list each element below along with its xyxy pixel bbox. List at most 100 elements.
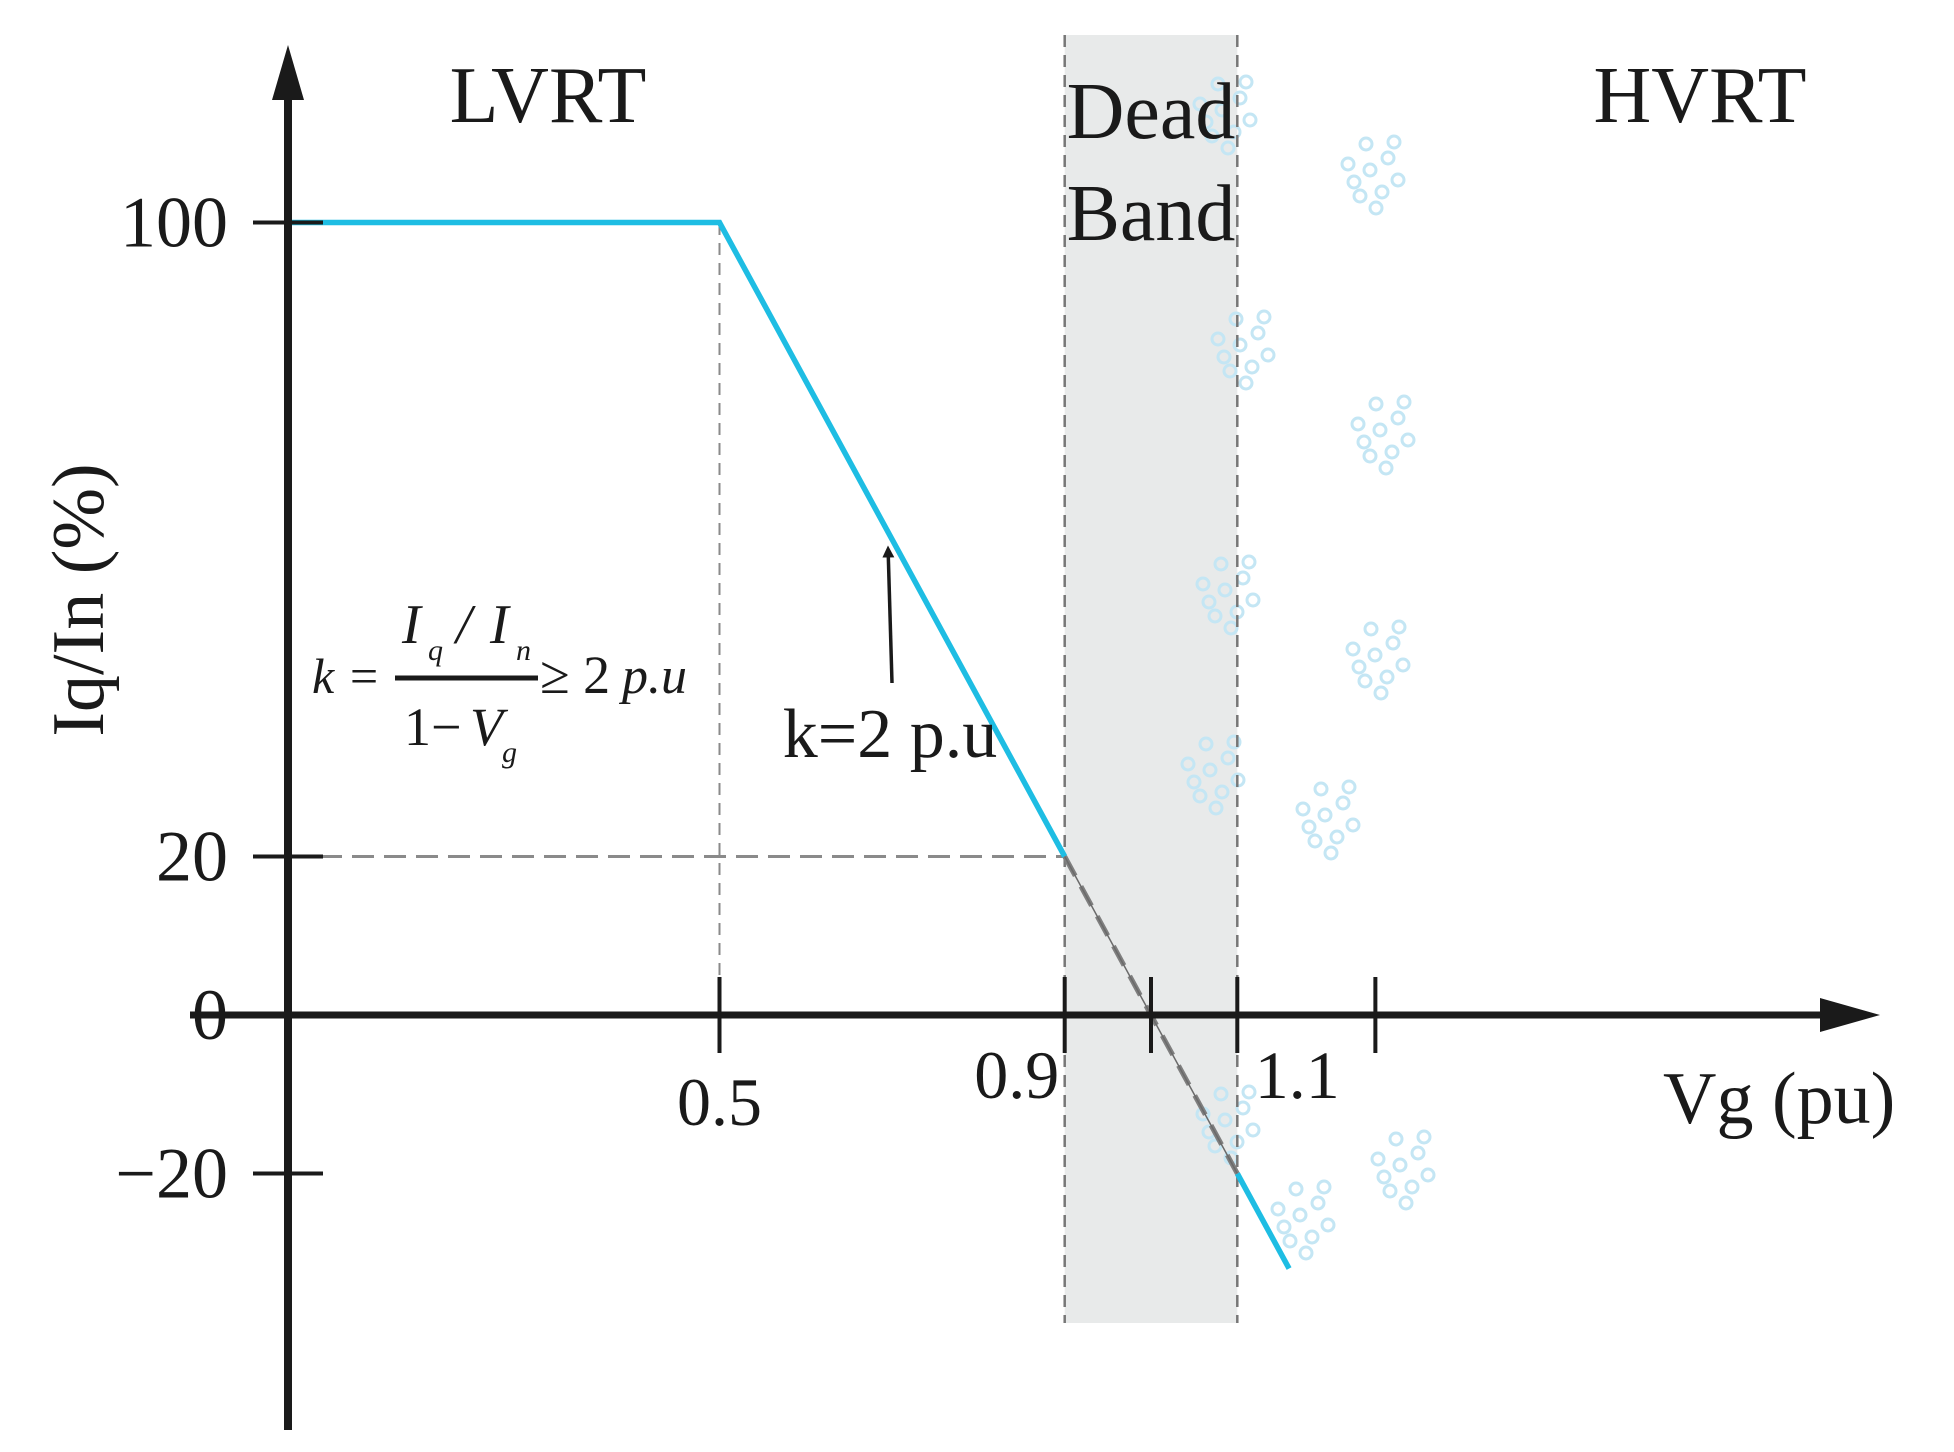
band-texture-dot [1202, 762, 1218, 778]
band-texture-dot [1367, 647, 1383, 663]
band-texture-dot [1320, 1217, 1336, 1233]
band-texture-dot [1396, 394, 1412, 410]
formula-rhs-unit: p.u [618, 648, 687, 705]
band-texture-dot [1368, 396, 1384, 412]
band-texture-dot [1207, 1138, 1223, 1154]
band-texture-dot [1385, 635, 1401, 651]
band-texture-dot [1235, 1100, 1251, 1116]
band-texture-dot [1372, 422, 1388, 438]
band-texture-dot [1368, 200, 1384, 216]
band-texture-dot [1358, 136, 1374, 152]
band-texture-dot [1245, 592, 1261, 608]
formula-subscript-q: q [428, 634, 443, 667]
band-texture-dot [1235, 570, 1251, 586]
band-texture-dot [1335, 795, 1351, 811]
band-texture-dot [1420, 1167, 1436, 1183]
band-texture-dot [1310, 1195, 1326, 1211]
band-texture-dot [1198, 736, 1214, 752]
band-texture-dot [1301, 819, 1317, 835]
band-texture-dot [1256, 309, 1272, 325]
band-texture-dot [1238, 375, 1254, 391]
band-texture-dot [1404, 1179, 1420, 1195]
band-texture-dot [1384, 444, 1400, 460]
band-texture-dot [1210, 331, 1226, 347]
band-texture-dot [1345, 817, 1361, 833]
band-texture-dot [1390, 172, 1406, 188]
band-texture-dot [1362, 448, 1378, 464]
band-texture-dot [1180, 756, 1196, 772]
band-texture-dot [1192, 788, 1208, 804]
dead-band-layer [1063, 35, 1436, 1323]
band-texture-dot [1378, 460, 1394, 476]
band-texture-dot [1228, 311, 1244, 327]
band-texture-dot [1323, 845, 1339, 861]
band-texture-dot [1379, 669, 1395, 685]
band-texture-dot [1292, 1207, 1308, 1223]
band-texture-dot [1207, 608, 1223, 624]
band-texture-dot [1220, 750, 1236, 766]
annotation-arrow-icon [882, 545, 895, 684]
band-texture-dot [1374, 184, 1390, 200]
band-texture-dot [1313, 781, 1329, 797]
band-texture-dot [1186, 774, 1202, 790]
band-texture-dot [1345, 641, 1361, 657]
formula-lhs: k = [312, 648, 380, 704]
formula-subscript-g: g [502, 736, 517, 769]
band-texture-dot [1370, 1151, 1386, 1167]
band-texture-dot [1386, 134, 1402, 150]
formula-numerator-i: I [401, 594, 423, 656]
y-tick-label: 0 [192, 975, 228, 1055]
formula-denominator-one: 1− [404, 697, 461, 757]
band-texture-dot [1398, 1195, 1414, 1211]
x-tick-label: 0.9 [974, 1037, 1059, 1113]
band-texture-dot [1244, 359, 1260, 375]
band-texture-dot [1304, 1229, 1320, 1245]
y-tick-label: −20 [115, 1134, 228, 1214]
band-texture-dot [1351, 659, 1367, 675]
band-texture-dot [1288, 1181, 1304, 1197]
band-texture-dot [1346, 174, 1362, 190]
band-texture-dot [1250, 325, 1266, 341]
series-line [1234, 1172, 1292, 1270]
dead-band-label-line1: Dead [1067, 68, 1236, 156]
band-texture-dot [1282, 1233, 1298, 1249]
band-texture-dot [1380, 150, 1396, 166]
band-texture-dot [1410, 1145, 1426, 1161]
dead-band-region [1064, 35, 1238, 1323]
region-label-hvrt: HVRT [1594, 52, 1807, 140]
band-texture-dot [1214, 784, 1230, 800]
x-axis-label: Vg (pu) [1663, 1058, 1895, 1140]
band-texture-dot [1204, 128, 1220, 144]
band-texture-dot [1307, 833, 1323, 849]
band-texture-dot [1362, 162, 1378, 178]
band-texture-dot [1400, 432, 1416, 448]
band-texture-dot [1245, 1122, 1261, 1138]
y-tick-label: 100 [120, 183, 228, 263]
band-texture-dot [1329, 829, 1345, 845]
band-texture-dot [1356, 434, 1372, 450]
guide-lines-layer [288, 222, 1065, 1015]
band-texture-dot [1357, 673, 1373, 689]
band-texture-dot [1232, 337, 1248, 353]
band-texture-dot [1216, 349, 1232, 365]
band-texture-dot [1192, 96, 1208, 112]
band-texture-dot [1376, 1169, 1392, 1185]
band-texture-dot [1373, 685, 1389, 701]
y-tick-label: 20 [156, 817, 228, 897]
annotation-label: k=2 p.u [783, 696, 997, 773]
text-layer: 0.5 0.9 1.1 100 20 0 −20 Vg (pu) Iq/In (%) LVRT HV… [38, 52, 1895, 1214]
band-texture-dot [1340, 156, 1356, 172]
band-texture-dot [1217, 582, 1233, 598]
band-texture-dot [1226, 734, 1242, 750]
band-texture-dot [1270, 1201, 1286, 1217]
band-texture-dot [1350, 416, 1366, 432]
band-texture-dot [1223, 620, 1239, 636]
band-texture-dot [1392, 1157, 1408, 1173]
band-texture-dot [1317, 807, 1333, 823]
formula-subscript-n: n [516, 634, 531, 667]
band-texture-dot [1213, 556, 1229, 572]
band-texture-dot [1341, 779, 1357, 795]
band-texture-dot [1416, 1129, 1432, 1145]
axes-layer [190, 45, 1880, 1430]
